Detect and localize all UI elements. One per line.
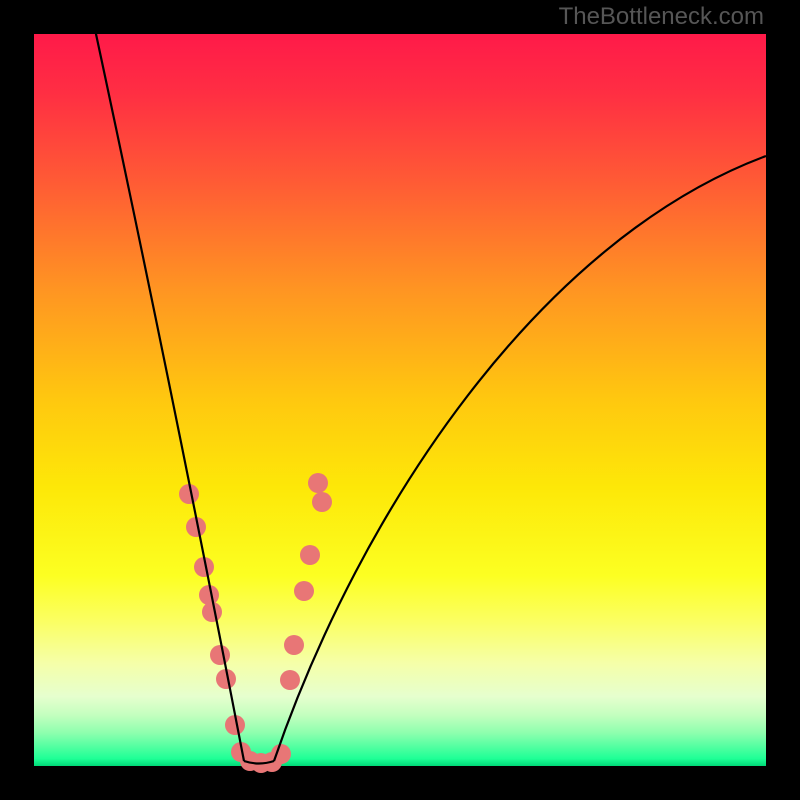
marker-left-3 <box>199 585 219 605</box>
marker-right-3 <box>294 581 314 601</box>
plot-background <box>34 34 766 766</box>
marker-left-5 <box>210 645 230 665</box>
marker-right-5 <box>280 670 300 690</box>
marker-right-2 <box>300 545 320 565</box>
marker-right-4 <box>284 635 304 655</box>
marker-left-4 <box>202 602 222 622</box>
watermark-text: TheBottleneck.com <box>559 3 764 31</box>
marker-right-1 <box>312 492 332 512</box>
marker-right-0 <box>308 473 328 493</box>
chart-svg <box>0 0 800 800</box>
chart-frame: TheBottleneck.com <box>0 0 800 800</box>
